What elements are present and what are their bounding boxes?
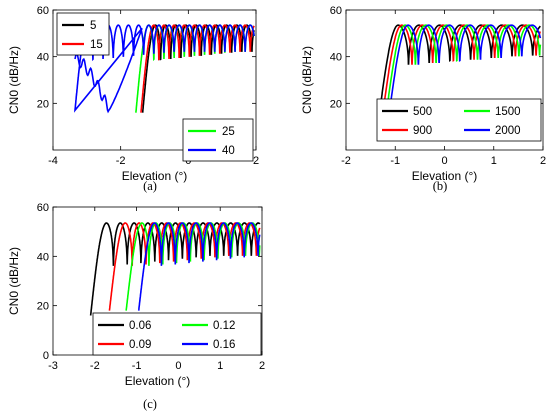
series-line-0.06 (89, 222, 261, 316)
legend-label-40: 40 (222, 145, 235, 157)
series-line-900 (382, 24, 542, 113)
legend-label-900: 900 (413, 125, 432, 137)
legend-label-2000: 2000 (495, 125, 521, 137)
legend-label-0.06: 0.06 (129, 320, 151, 332)
panel-0: -4-202204060Elevation (°)CN0 (dB/Hz)5152… (7, 5, 259, 193)
y-axis-label: CN0 (dB/Hz) (7, 247, 21, 315)
x-tick-label: 0 (441, 155, 447, 167)
legend-label-5: 5 (90, 20, 96, 32)
y-tick-label: 60 (37, 202, 49, 214)
x-tick-label: -2 (90, 360, 100, 372)
x-tick-label: 0 (175, 360, 181, 372)
x-tick-label: -1 (132, 360, 142, 372)
y-tick-label: 40 (330, 52, 342, 64)
panel-caption: (a) (143, 179, 157, 193)
x-tick-label: 2 (259, 360, 265, 372)
legend-label-1500: 1500 (495, 106, 521, 118)
legend-label-0.16: 0.16 (213, 339, 235, 351)
legend: 500 900 1500 2000 (376, 98, 542, 142)
x-tick-label: -2 (116, 155, 126, 167)
y-tick-label: 20 (37, 98, 49, 110)
legend-label-15: 15 (90, 39, 103, 51)
y-axis-label: CN0 (dB/Hz) (7, 46, 21, 114)
series-line-0.09 (108, 222, 261, 311)
legend: 5 15 (56, 12, 110, 56)
x-axis-label: Elevation (°) (412, 169, 478, 183)
legend: 0.06 0.09 0.12 0.16 (92, 312, 262, 356)
legend-label-25: 25 (222, 126, 235, 138)
x-tick-label: 2 (253, 155, 259, 167)
y-tick-label: 40 (37, 251, 49, 263)
series-line-1500 (385, 24, 542, 113)
series-line-15 (140, 24, 255, 113)
x-tick-label: -1 (390, 155, 400, 167)
x-tick-label: -4 (48, 155, 58, 167)
panel-caption: (b) (433, 179, 448, 193)
panel-1: -2 -1 0 1 2 20 40 60 Elevation (°) CN0 (dB/Hz) 500… (300, 5, 546, 193)
legend: 25 40 (182, 118, 254, 162)
y-axis-label: CN0 (dB/Hz) (300, 46, 314, 114)
y-tick-label: 40 (37, 52, 49, 64)
panel-caption: (c) (143, 397, 157, 411)
x-tick-label: 2 (540, 155, 546, 167)
y-tick-label: 20 (37, 301, 49, 313)
x-tick-label: 1 (491, 155, 497, 167)
y-tick-label: 0 (43, 350, 49, 362)
plot-frame (52, 9, 257, 151)
y-tick-label: 60 (330, 5, 342, 17)
x-axis-label: Elevation (°) (125, 374, 191, 388)
legend-label-500: 500 (413, 106, 432, 118)
legend-label-0.12: 0.12 (213, 320, 235, 332)
series-line-0.16 (137, 222, 261, 311)
x-tick-label: 1 (217, 360, 223, 372)
series-line-2000 (388, 24, 542, 113)
x-tick-label: -3 (48, 360, 58, 372)
legend-label-0.09: 0.09 (129, 339, 151, 351)
y-tick-label: 20 (330, 98, 342, 110)
x-tick-label: -2 (341, 155, 351, 167)
y-tick-label: 60 (37, 5, 49, 17)
x-axis-label: Elevation (°) (122, 169, 188, 183)
